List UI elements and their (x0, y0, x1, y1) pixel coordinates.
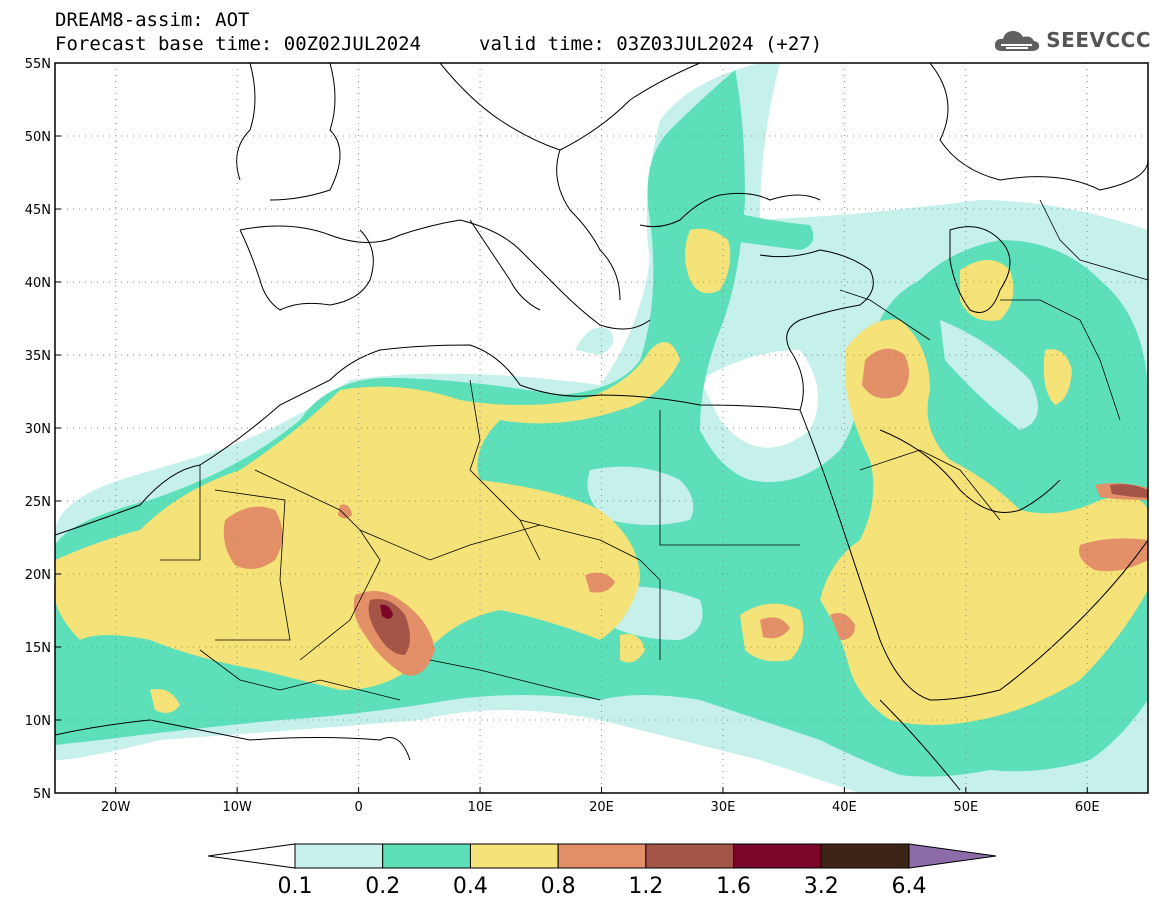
colorbar-label: 0.2 (365, 874, 400, 899)
colorbar-label: 0.1 (278, 874, 313, 899)
lon-axis: 20W 10W 0 10E 20E 30E 40E 50E 60E (101, 787, 1100, 815)
colorbar-swatch (469, 843, 559, 869)
colorbar-lower-arrow (207, 843, 296, 869)
colorbar-swatch (733, 843, 822, 869)
colorbar-label: 6.4 (892, 874, 927, 899)
graticule (55, 63, 1148, 793)
lon-tick-label: 20E (589, 800, 614, 815)
colorbar-swatch (294, 843, 384, 869)
lon-tick-label: 50E (953, 800, 978, 815)
lat-tick-label: 10N (25, 714, 51, 729)
colorbar-upper-arrow (908, 843, 997, 869)
valid-time: valid time: 03Z03JUL2024 (+27) (479, 33, 823, 55)
lon-tick-label: 60E (1075, 800, 1100, 815)
colorbar-label: 1.2 (628, 874, 663, 899)
lon-tick-label: 10W (222, 800, 252, 815)
colorbar: 0.1 0.2 0.4 0.8 1.2 1.6 3.2 6.4 (207, 843, 997, 899)
colorbar-swatch (382, 843, 471, 869)
lat-tick-label: 20N (25, 568, 51, 583)
lat-tick-label: 40N (25, 276, 51, 291)
colorbar-swatch (645, 843, 735, 869)
colorbar-label: 3.2 (804, 874, 839, 899)
lon-tick-label: 0 (354, 800, 362, 815)
lon-tick-label: 30E (711, 800, 736, 815)
lat-tick-label: 35N (25, 349, 51, 364)
brand-name: SEEVCCC (1046, 28, 1151, 52)
lon-tick-label: 10E (468, 800, 493, 815)
colorbar-label: 0.4 (453, 874, 488, 899)
colorbar-label: 1.6 (716, 874, 751, 899)
colorbar-label: 0.8 (541, 874, 576, 899)
lon-tick-label: 40E (832, 800, 857, 815)
lat-tick-label: 15N (25, 641, 51, 656)
lat-tick-label: 5N (33, 787, 51, 802)
lat-tick-label: 50N (25, 130, 51, 145)
lat-tick-label: 45N (25, 203, 51, 218)
colorbar-swatch (557, 843, 647, 869)
colorbar-swatch (820, 843, 910, 869)
map-title: DREAM8-assim: AOT (55, 9, 250, 31)
time-info: Forecast base time: 00Z02JUL2024 valid ti… (55, 33, 822, 55)
lon-tick-label: 20W (101, 800, 131, 815)
cloud-logo-icon (995, 31, 1040, 51)
lat-tick-label: 30N (25, 422, 51, 437)
lat-axis: 55N 50N 45N 40N 35N 30N 25N 20N 15N 10N 5N (25, 57, 61, 802)
brand-logo: SEEVCCC (992, 22, 1151, 58)
lat-tick-label: 25N (25, 495, 51, 510)
base-time: Forecast base time: 00Z02JUL2024 (55, 33, 422, 55)
lat-tick-label: 55N (25, 57, 51, 72)
